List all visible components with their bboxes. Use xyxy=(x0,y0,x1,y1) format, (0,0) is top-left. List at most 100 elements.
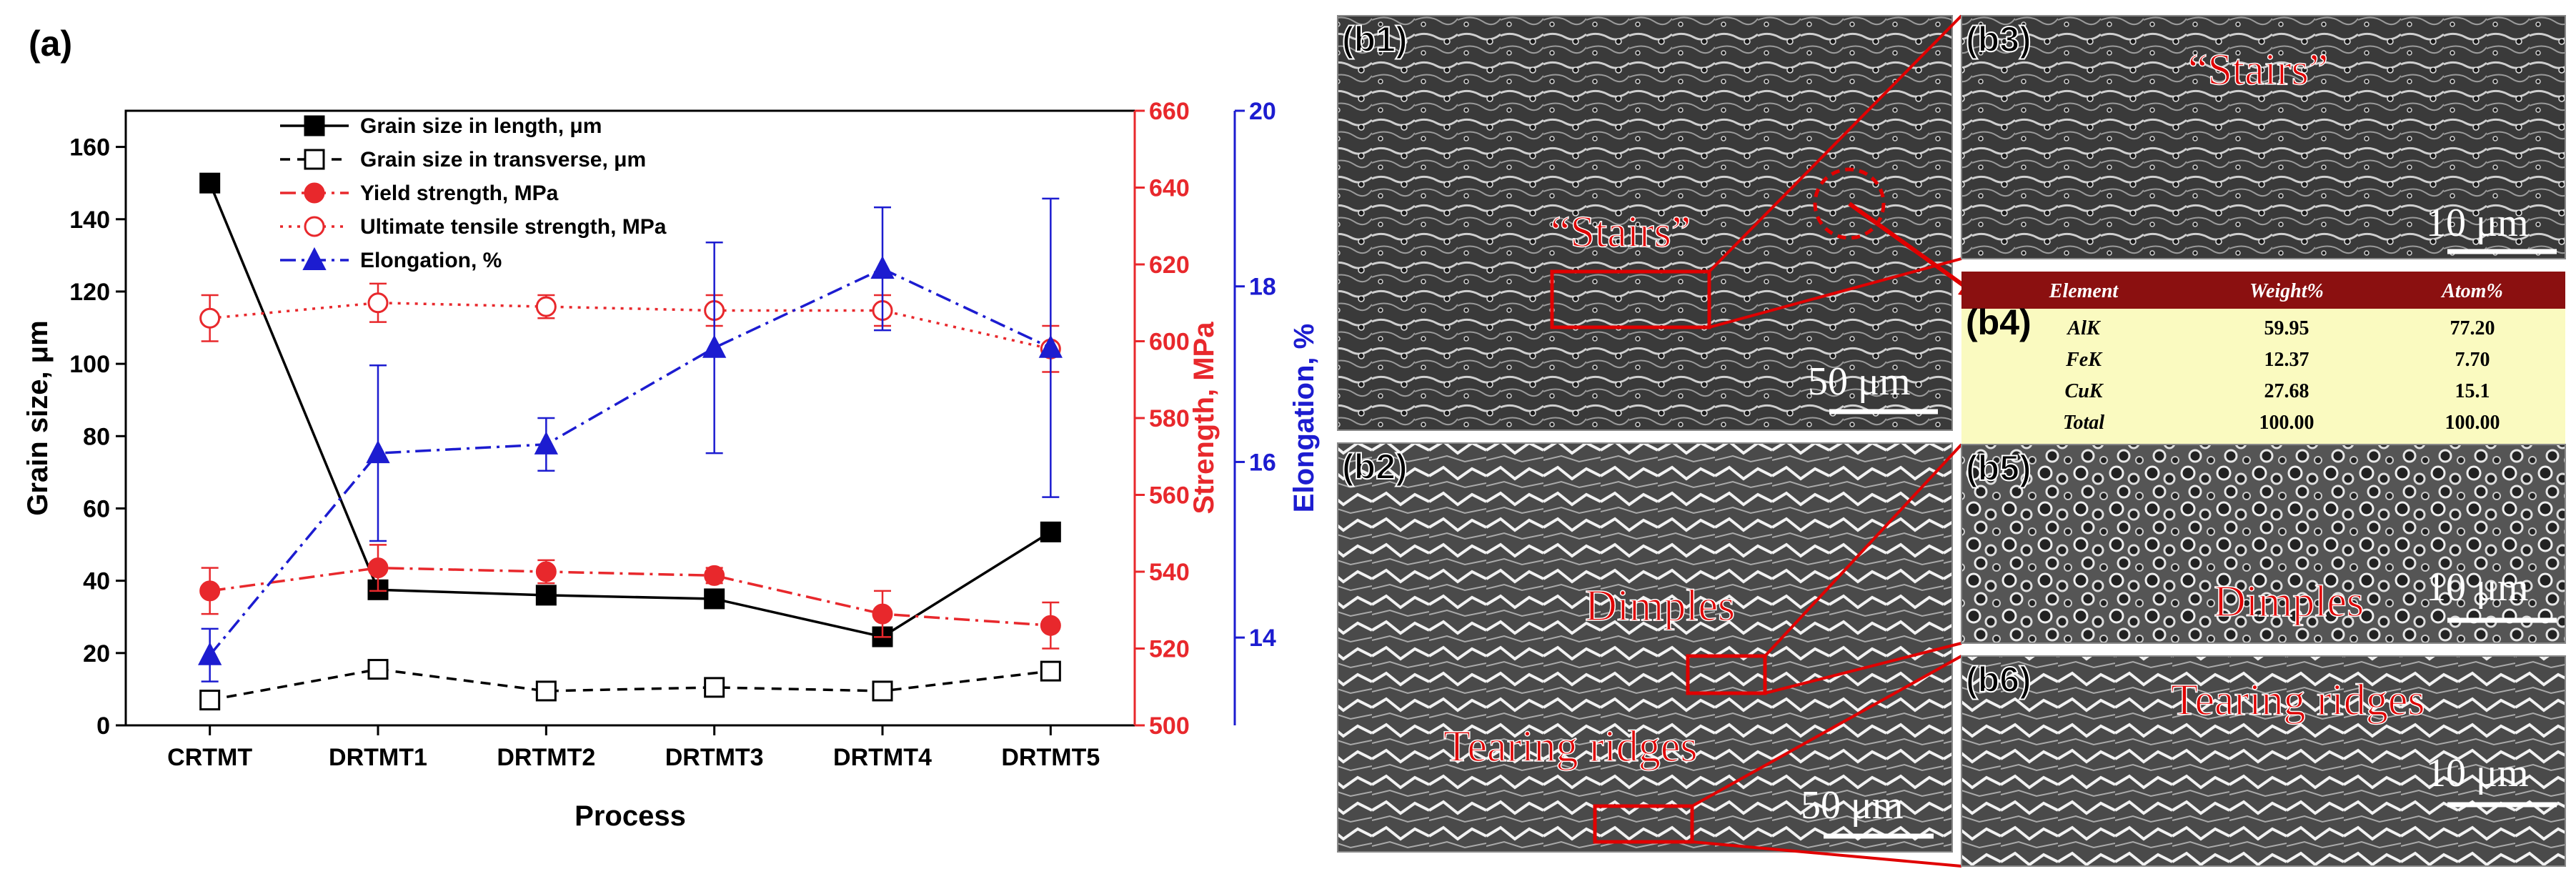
data-point xyxy=(198,642,222,665)
x-axis-tick-label: DRTMT2 xyxy=(497,744,595,771)
data-point xyxy=(535,296,557,317)
series-0 xyxy=(199,172,1061,647)
sem-image-b2 xyxy=(1338,443,1952,852)
data-point xyxy=(535,680,557,702)
data-point xyxy=(366,439,390,464)
strength-axis-tick-label: 660 xyxy=(1149,98,1190,125)
panel-label-b5: (b5) xyxy=(1966,448,2032,488)
table-cell: AlK xyxy=(2066,317,2101,339)
plot-frame xyxy=(124,109,1136,727)
data-point xyxy=(1040,521,1061,542)
sem-image-b5 xyxy=(1961,444,2565,643)
series-2 xyxy=(199,544,1061,650)
data-point xyxy=(1040,615,1061,636)
table-cell: 27.68 xyxy=(2264,380,2309,402)
micrograph-b5: (b5) Dimples 10 μm xyxy=(1961,444,2566,644)
table-cell: FeK xyxy=(2065,349,2103,371)
data-point xyxy=(199,690,221,711)
micrograph-b3: (b3) “Stairs” 10 μm xyxy=(1961,15,2566,259)
table-cell: 7.70 xyxy=(2455,349,2490,371)
table-cell: Total xyxy=(2063,412,2104,434)
legend-entry: Grain size in transverse, μm xyxy=(360,148,646,172)
series-line xyxy=(209,566,1051,627)
data-point xyxy=(704,565,725,586)
annotation-dimples-b5: Dimples xyxy=(2214,577,2364,626)
table-header-cell: Atom% xyxy=(2440,280,2503,302)
strength-axis-title: Strength, MPa xyxy=(1188,322,1220,515)
strength-axis-tick-label: 600 xyxy=(1149,329,1190,356)
left-axis-tick-label: 80 xyxy=(83,423,110,450)
data-point xyxy=(367,292,389,314)
strength-axis-tick-label: 500 xyxy=(1149,712,1190,740)
data-point xyxy=(199,172,221,194)
left-axis-tick-label: 140 xyxy=(69,207,110,234)
strength-axis-tick-label: 540 xyxy=(1149,559,1190,586)
scale-label-b3: 10 μm xyxy=(2426,201,2529,245)
left-axis-title: Grain size, μm xyxy=(22,320,54,515)
elongation-axis-title: Elongation, % xyxy=(1288,324,1320,512)
legend-marker xyxy=(304,216,325,237)
panel-label-b3: (b3) xyxy=(1966,19,2032,59)
annotation-dimples-b2: Dimples xyxy=(1585,582,1735,630)
table-header-cell: Element xyxy=(2049,280,2119,302)
scale-label-b2: 50 μm xyxy=(1801,783,1904,828)
series-line xyxy=(209,301,1051,350)
annotation-stairs-b3: “Stairs” xyxy=(2188,46,2328,94)
x-axis-tick-label: DRTMT3 xyxy=(665,744,764,771)
strength-axis-tick-label: 640 xyxy=(1149,175,1190,202)
highlight-box-b2-ridges xyxy=(1593,804,1694,844)
legend-marker xyxy=(304,182,325,204)
highlight-box-b1 xyxy=(1550,269,1711,329)
strength-axis-tick-label: 580 xyxy=(1149,405,1190,432)
left-axis-tick-label: 40 xyxy=(83,568,110,595)
series-4 xyxy=(198,197,1063,682)
legend-entry: Grain size in length, μm xyxy=(360,114,602,138)
strength-axis-tick-label: 520 xyxy=(1149,636,1190,663)
panel-label-b2: (b2) xyxy=(1342,447,1408,487)
series-line xyxy=(209,667,1051,702)
panel-label-a: (a) xyxy=(29,24,72,64)
highlight-box-b2-dimples xyxy=(1686,654,1767,695)
series-1 xyxy=(199,659,1061,711)
table-cell: 59.95 xyxy=(2264,317,2309,339)
data-point xyxy=(870,255,895,279)
left-axis-tick-label: 20 xyxy=(83,640,110,667)
data-point xyxy=(872,603,893,625)
elongation-axis-tick-label: 20 xyxy=(1249,98,1276,125)
elongation-axis-tick-label: 14 xyxy=(1249,625,1276,652)
legend-entry: Ultimate tensile strength, MPa xyxy=(360,215,667,239)
x-axis-tick-label: CRTMT xyxy=(167,744,252,771)
data-point xyxy=(199,580,221,602)
panel-label-b1: (b1) xyxy=(1342,19,1408,59)
scale-label-b5: 10 μm xyxy=(2426,565,2529,610)
panel-label-b6: (b6) xyxy=(1966,660,2032,700)
x-axis-title: Process xyxy=(575,800,686,832)
elongation-axis-tick-label: 18 xyxy=(1249,274,1276,301)
strength-axis-tick-label: 560 xyxy=(1149,482,1190,510)
legend-marker xyxy=(304,149,325,170)
data-point xyxy=(535,561,557,582)
strength-axis-tick-label: 620 xyxy=(1149,252,1190,279)
left-axis-tick-label: 120 xyxy=(69,279,110,306)
data-point xyxy=(704,677,725,698)
scale-label-b6: 10 μm xyxy=(2426,751,2529,795)
series-line xyxy=(209,182,1052,638)
table-header-cell: Weight% xyxy=(2249,280,2324,302)
sem-image-b1 xyxy=(1338,16,1952,430)
table-cell: 100.00 xyxy=(2259,412,2314,434)
data-point xyxy=(1040,660,1061,682)
data-point xyxy=(535,585,557,606)
data-point xyxy=(199,307,221,329)
x-axis-tick-label: DRTMT4 xyxy=(833,744,932,771)
left-axis-tick-label: 0 xyxy=(96,712,110,740)
table-cell: 77.20 xyxy=(2450,317,2495,339)
panel-label-b4: (b4) xyxy=(1966,302,2032,342)
legend-marker xyxy=(302,247,327,270)
micrograph-b2: (b2) Dimples Tearing ridges 50 μm xyxy=(1337,442,1953,853)
data-point xyxy=(367,659,389,680)
elongation-axis-tick-label: 16 xyxy=(1249,449,1276,476)
left-axis-tick-label: 160 xyxy=(69,134,110,162)
zoom-connectors xyxy=(1691,14,1963,868)
sem-image-b3 xyxy=(1961,16,2565,259)
